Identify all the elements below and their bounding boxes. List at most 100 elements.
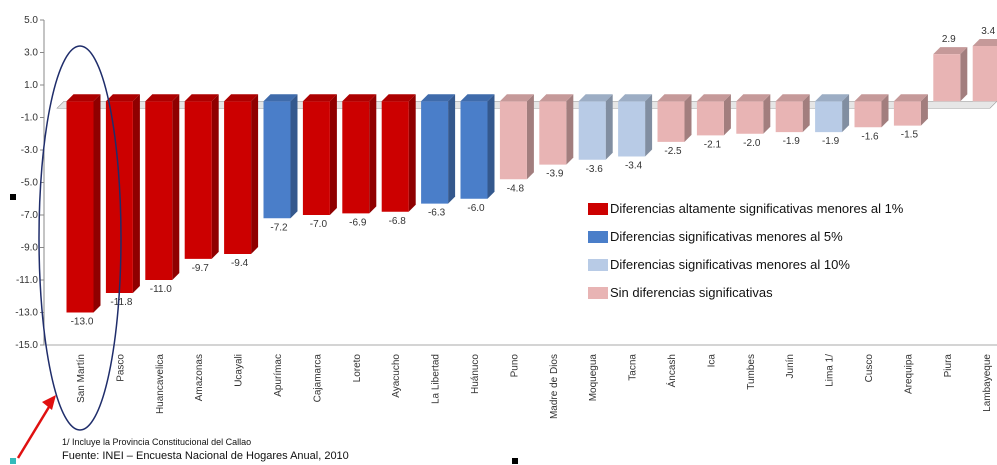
bar-side	[290, 94, 298, 219]
category-label: Junín	[785, 354, 796, 378]
bar-side	[448, 94, 456, 204]
value-labels: -13.0 -11.8 -11.0 -9.7 -9.4 -7.2 -7.0 -6.9 -6.8 -…	[71, 26, 996, 328]
bar-top	[815, 94, 850, 102]
bar-side	[487, 94, 495, 199]
bar-top	[578, 94, 613, 102]
bar	[854, 94, 889, 128]
category-labels: San Martín Pasco Huancavelica Amazonas Ucaya…	[76, 354, 993, 419]
bar-front	[972, 46, 997, 102]
bar-front	[539, 101, 567, 165]
bar	[145, 94, 180, 280]
bar-top	[933, 47, 968, 55]
y-tick-label: 1.0	[24, 80, 38, 91]
bar-side	[566, 94, 574, 165]
bar	[421, 94, 456, 204]
bar	[184, 94, 219, 259]
category-label: Áncash	[665, 354, 678, 387]
y-tick-label: -9.0	[21, 243, 39, 254]
bar	[539, 94, 574, 165]
value-label: -3.6	[586, 164, 604, 175]
bar	[381, 94, 416, 212]
category-label: Huánuco	[470, 354, 481, 394]
value-label: -11.8	[110, 297, 132, 308]
footnote: 1/ Incluye la Provincia Constitucional d…	[62, 437, 252, 447]
legend-label: Diferencias significativas menores al 5%	[610, 229, 843, 244]
bar	[578, 94, 613, 160]
bar-top	[775, 94, 810, 102]
highlight-arrow	[16, 401, 54, 459]
bar-side	[369, 94, 377, 214]
marker-square	[10, 194, 16, 200]
category-label: Puno	[509, 354, 520, 378]
legend-label: Sin diferencias significativas	[610, 285, 773, 300]
legend-item: Diferencias significativas menores al 5%	[588, 229, 843, 244]
bar	[224, 94, 259, 254]
value-label: -13.0	[71, 317, 94, 328]
bar-side	[645, 94, 653, 157]
bar-top	[145, 94, 180, 102]
bar-top	[184, 94, 219, 102]
bar-side	[881, 94, 889, 128]
source-note: Fuente: INEI – Encuesta Nacional de Hoga…	[62, 450, 349, 462]
bar	[342, 94, 377, 214]
legend-item: Diferencias altamente significativas men…	[588, 201, 904, 216]
value-label: -6.8	[389, 216, 407, 227]
legend-swatch	[588, 203, 608, 215]
y-tick-label: -11.0	[16, 275, 38, 286]
value-label: -4.8	[507, 183, 525, 194]
category-label: Piura	[943, 354, 954, 378]
bar-side	[605, 94, 613, 160]
bar	[499, 94, 534, 180]
bar-top	[854, 94, 889, 102]
bar-top	[657, 94, 692, 102]
bar-front	[893, 101, 921, 126]
y-tick-label: -1.0	[21, 113, 39, 124]
highlight-annotation	[10, 45, 518, 464]
bar-side	[960, 47, 968, 102]
bars	[66, 39, 997, 313]
bar-top	[618, 94, 653, 102]
value-label: 3.4	[981, 26, 995, 37]
category-label: Ucayali	[234, 354, 245, 387]
bar-front	[499, 101, 527, 180]
category-label: Lambayeque	[982, 354, 993, 412]
bar-top	[972, 39, 997, 46]
value-label: -2.1	[704, 139, 722, 150]
category-label: Ayacucho	[391, 354, 402, 398]
bar-side	[920, 94, 928, 126]
y-tick-label: -5.0	[21, 178, 39, 189]
y-tick-label: -15.0	[15, 340, 38, 351]
bar-side	[842, 94, 850, 133]
category-label: Ica	[706, 354, 717, 368]
bar-top	[696, 94, 731, 102]
marker-square	[512, 458, 518, 464]
bar-top	[342, 94, 377, 102]
category-label: San Martín	[76, 354, 87, 403]
category-label: Tumbes	[746, 354, 757, 390]
bar-side	[211, 94, 219, 259]
value-label: -11.0	[150, 284, 172, 295]
category-label: Amazonas	[194, 354, 205, 401]
bar-side	[526, 94, 534, 180]
y-tick-label: -13.0	[15, 308, 38, 319]
category-label: Lima 1/	[825, 354, 836, 387]
bar-side	[684, 94, 692, 142]
value-label: -9.4	[231, 258, 249, 269]
bar-front	[775, 101, 803, 133]
bar-front	[618, 101, 646, 157]
bar-front	[302, 101, 330, 215]
category-label: Madre de Dios	[549, 354, 560, 419]
bar	[460, 94, 495, 199]
y-tick-label: -7.0	[21, 210, 39, 221]
category-label: Moquegua	[588, 354, 599, 402]
legend-swatch	[588, 287, 608, 299]
category-label: Huancavelica	[155, 354, 166, 414]
bar-side	[802, 94, 810, 133]
bar-top	[105, 94, 140, 102]
legend-label: Diferencias altamente significativas men…	[610, 201, 904, 216]
bar-front	[263, 101, 291, 219]
legend-item: Sin diferencias significativas	[588, 285, 773, 300]
bar-top	[736, 94, 771, 102]
bar	[736, 94, 771, 134]
